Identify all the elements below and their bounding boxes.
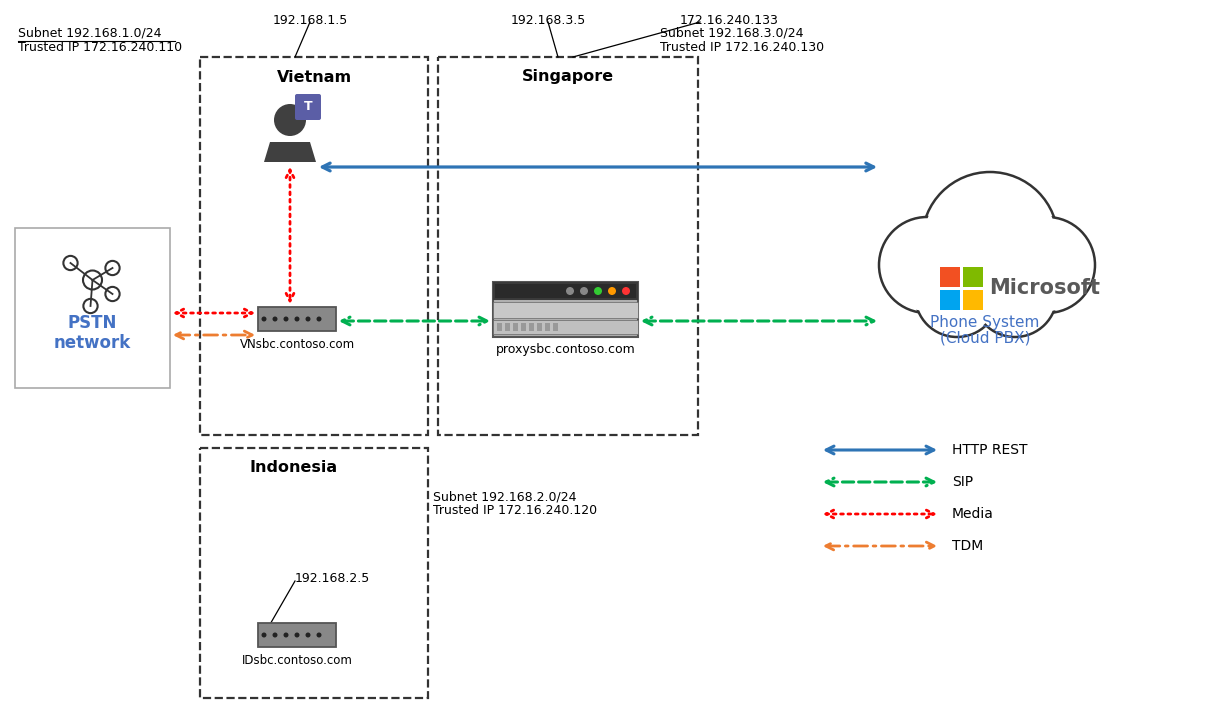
Text: Trusted IP 172.16.240.120: Trusted IP 172.16.240.120 [433, 504, 597, 517]
Text: HTTP REST: HTTP REST [952, 443, 1028, 457]
Text: Subnet 192.168.2.0/24: Subnet 192.168.2.0/24 [433, 490, 576, 503]
Text: VNsbc.contoso.com: VNsbc.contoso.com [240, 338, 355, 351]
Circle shape [975, 255, 1055, 335]
Text: PSTN
network: PSTN network [54, 314, 131, 353]
Bar [492, 320, 638, 334]
Bar [497, 323, 502, 331]
Circle shape [973, 253, 1057, 337]
FancyBboxPatch shape [295, 94, 321, 120]
Text: Indonesia: Indonesia [250, 461, 338, 476]
Polygon shape [264, 142, 316, 162]
Circle shape [580, 287, 589, 295]
Text: IDsbc.contoso.com: IDsbc.contoso.com [242, 653, 353, 666]
Text: 172.16.240.133: 172.16.240.133 [680, 14, 779, 26]
Bar [495, 284, 636, 298]
Text: 192.168.2.5: 192.168.2.5 [295, 572, 370, 584]
Circle shape [261, 316, 266, 321]
Bar [492, 282, 638, 337]
Bar [258, 307, 336, 331]
Text: Microsoft: Microsoft [989, 279, 1100, 299]
Bar [520, 323, 527, 331]
Circle shape [623, 287, 630, 295]
Circle shape [882, 219, 973, 311]
Bar [545, 323, 550, 331]
Circle shape [272, 316, 277, 321]
Text: proxysbc.contoso.com: proxysbc.contoso.com [496, 343, 636, 356]
Circle shape [922, 172, 1058, 308]
Text: Vietnam: Vietnam [276, 70, 351, 85]
Circle shape [316, 316, 321, 321]
Bar [940, 290, 959, 310]
Bar [199, 448, 428, 698]
Circle shape [283, 633, 288, 638]
Text: TDM: TDM [952, 539, 984, 553]
Bar [963, 267, 983, 287]
Text: Trusted IP 172.16.240.130: Trusted IP 172.16.240.130 [660, 41, 824, 54]
Circle shape [1001, 219, 1093, 311]
Circle shape [305, 316, 310, 321]
Text: 192.168.3.5: 192.168.3.5 [511, 14, 586, 26]
Bar [199, 57, 428, 435]
Bar [537, 323, 542, 331]
Text: Singapore: Singapore [522, 70, 614, 85]
Circle shape [261, 633, 266, 638]
Bar [438, 57, 698, 435]
Circle shape [305, 633, 310, 638]
Circle shape [608, 287, 617, 295]
Circle shape [914, 253, 1000, 337]
Bar [492, 302, 638, 318]
Bar [940, 267, 959, 287]
Circle shape [924, 174, 1055, 306]
Circle shape [917, 255, 997, 335]
Circle shape [316, 633, 321, 638]
Text: SIP: SIP [952, 475, 973, 489]
Text: Subnet 192.168.1.0/24: Subnet 192.168.1.0/24 [18, 27, 162, 40]
Circle shape [879, 217, 975, 313]
Circle shape [274, 104, 306, 136]
Bar [15, 228, 170, 388]
Bar [492, 282, 638, 300]
Circle shape [272, 633, 277, 638]
Bar [529, 323, 534, 331]
Text: Subnet 192.168.3.0/24: Subnet 192.168.3.0/24 [660, 27, 804, 40]
Circle shape [283, 316, 288, 321]
Text: Phone System: Phone System [930, 316, 1040, 331]
Circle shape [1000, 217, 1094, 313]
Bar [513, 323, 518, 331]
Text: (Cloud PBX): (Cloud PBX) [940, 331, 1030, 346]
Text: 192.168.1.5: 192.168.1.5 [272, 14, 348, 26]
Text: Trusted IP 172.16.240.110: Trusted IP 172.16.240.110 [18, 41, 182, 54]
Text: T: T [304, 100, 313, 114]
Bar [258, 623, 336, 647]
Circle shape [593, 287, 602, 295]
Text: Media: Media [952, 507, 993, 521]
Bar [963, 290, 983, 310]
Circle shape [565, 287, 574, 295]
Circle shape [294, 633, 299, 638]
Bar [553, 323, 558, 331]
Bar [505, 323, 510, 331]
Circle shape [294, 316, 299, 321]
